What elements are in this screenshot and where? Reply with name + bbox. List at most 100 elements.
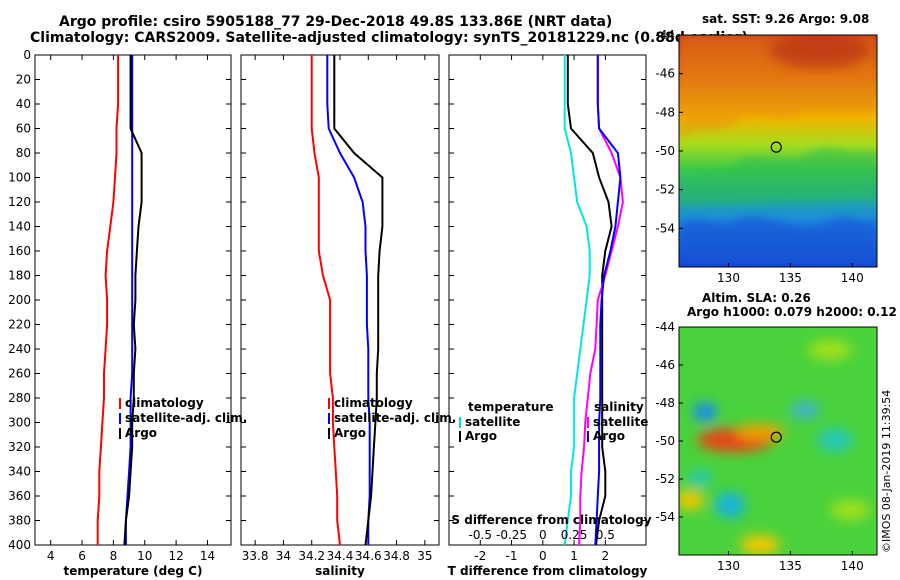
x-tick-label: 2 — [602, 549, 610, 563]
sla-negative-anomaly — [693, 402, 717, 422]
top-x-tick-label: -0.25 — [496, 528, 527, 542]
map-x-tick-label: 140 — [841, 559, 864, 573]
map-y-tick-label: -50 — [655, 434, 675, 448]
series-line-climatology — [310, 55, 341, 546]
y-tick-label: 260 — [8, 367, 31, 381]
legend-label: climatology — [334, 396, 413, 410]
sla-negative-anomaly — [817, 428, 853, 452]
map-y-tick-label: -48 — [655, 396, 675, 410]
map-y-tick-label: -46 — [655, 358, 675, 372]
salinity-xlabel: salinity — [315, 564, 365, 578]
series-line-argo — [123, 55, 143, 546]
salinity-axes-frame — [240, 54, 440, 546]
sla-argo-marker — [770, 431, 782, 443]
map-y-tick-label: -46 — [655, 67, 675, 81]
series-line-satellite-adj--clim- — [326, 55, 371, 545]
map-y-tick-label: -44 — [655, 28, 675, 42]
x-tick-label: 14 — [200, 549, 215, 563]
temperature-panel: 0 20 40 60 80 100 120 140 160 180 200 220 240 260 280 3… — [8, 48, 247, 578]
sla-map-title-line1: Altim. SLA: 0.26 — [702, 291, 811, 305]
y-tick-label: 320 — [8, 440, 31, 454]
y-tick-label: 280 — [8, 391, 31, 405]
y-tick-label: 80 — [16, 146, 31, 160]
series-line-s-argo — [594, 55, 622, 546]
y-tick-label: 60 — [16, 122, 31, 136]
figure-title-line2: Climatology: CARS2009. Satellite-adjuste… — [30, 30, 748, 46]
legend-label: satellite — [593, 415, 648, 429]
x-tick-label: 34.6 — [355, 549, 382, 563]
x-tick-label: 1 — [570, 549, 578, 563]
sla-positive-anomaly — [740, 535, 780, 555]
x-tick-label: 34.4 — [327, 549, 354, 563]
difference-top-axis-label: S difference from climatology — [451, 513, 651, 527]
y-tick-label: 200 — [8, 293, 31, 307]
y-tick-label: 180 — [8, 269, 31, 283]
figure-title-line1: Argo profile: csiro 5905188_77 29-Dec-20… — [59, 14, 612, 30]
series-line-satellite-adj--clim- — [124, 55, 134, 545]
x-tick-label: 35 — [417, 549, 432, 563]
y-tick-label: 160 — [8, 244, 31, 258]
y-tick-label: 100 — [8, 171, 31, 185]
y-tick-label: 400 — [8, 538, 31, 552]
series-line-t-argo — [566, 55, 613, 546]
y-tick-label: 240 — [8, 342, 31, 356]
sla-negative-anomaly — [688, 470, 712, 486]
sla-negative-anomaly — [715, 492, 745, 518]
legend-label: satellite-adj. clim. — [334, 411, 456, 425]
map-y-tick-label: -52 — [655, 183, 675, 197]
difference-xlabel: T difference from climatology — [448, 564, 648, 578]
legend-label: satellite-adj. clim. — [125, 411, 247, 425]
series-line-t-satellite — [563, 55, 591, 546]
sst-warm-eddy — [770, 35, 870, 68]
top-x-tick-label: 0.5 — [596, 528, 615, 542]
difference-panel: -2 -1 0 1 2T difference from climatology S di… — [448, 54, 652, 578]
legend-label: Argo — [334, 426, 366, 440]
map-y-tick-label: -54 — [655, 221, 675, 235]
map-y-tick-label: -50 — [655, 144, 675, 158]
sla-positive-anomaly — [830, 500, 870, 520]
sla-negative-anomaly — [790, 401, 820, 419]
x-tick-label: 34.8 — [383, 549, 410, 563]
y-tick-label: 220 — [8, 318, 31, 332]
x-tick-label: -1 — [506, 549, 518, 563]
map-x-tick-label: 135 — [779, 271, 802, 285]
sst-argo-marker — [770, 141, 782, 153]
sst-front-green — [679, 148, 877, 205]
legend-label: Argo — [593, 429, 625, 443]
legend-label: Argo — [125, 426, 157, 440]
sst-map: sat. SST: 9.26 Argo: 9.08 130 135 140 -44 -4… — [655, 12, 878, 285]
top-x-tick-label: 0.25 — [561, 528, 588, 542]
sla-positive-anomaly — [679, 490, 704, 510]
x-tick-label: 8 — [110, 549, 118, 563]
y-tick-label: 380 — [8, 514, 31, 528]
sst-cold-patch — [679, 217, 877, 267]
temperature-xlabel: temperature (deg C) — [64, 564, 203, 578]
x-tick-label: 33.8 — [242, 549, 269, 563]
series-line-s-satellite — [578, 55, 624, 546]
legend-title-salinity: salinity — [594, 400, 644, 414]
y-tick-label: 140 — [8, 220, 31, 234]
difference-axes-frame — [448, 54, 647, 546]
sst-map-title: sat. SST: 9.26 Argo: 9.08 — [702, 12, 869, 26]
series-line-argo — [333, 55, 384, 546]
map-y-tick-label: -54 — [655, 510, 675, 524]
imos-timestamp: ©IMOS 08-Jan-2019 11:39:54 — [880, 390, 893, 553]
x-tick-label: 10 — [137, 549, 152, 563]
map-x-tick-label: 135 — [779, 559, 802, 573]
y-tick-label: 300 — [8, 416, 31, 430]
x-tick-label: 34.2 — [298, 549, 325, 563]
sla-map-title-line2: Argo h1000: 0.079 h2000: 0.12 — [687, 305, 897, 319]
map-x-tick-label: 140 — [841, 271, 864, 285]
x-tick-label: 34 — [276, 549, 291, 563]
top-x-tick-label: -0.5 — [469, 528, 492, 542]
x-tick-label: -2 — [474, 549, 486, 563]
x-tick-label: 6 — [78, 549, 86, 563]
y-tick-label: 120 — [8, 195, 31, 209]
series-line-climatology — [96, 55, 120, 545]
x-tick-label: 4 — [47, 549, 55, 563]
x-tick-label: 12 — [168, 549, 183, 563]
legend-label: satellite — [465, 415, 520, 429]
y-tick-label: 20 — [16, 73, 31, 87]
map-x-tick-label: 130 — [717, 559, 740, 573]
